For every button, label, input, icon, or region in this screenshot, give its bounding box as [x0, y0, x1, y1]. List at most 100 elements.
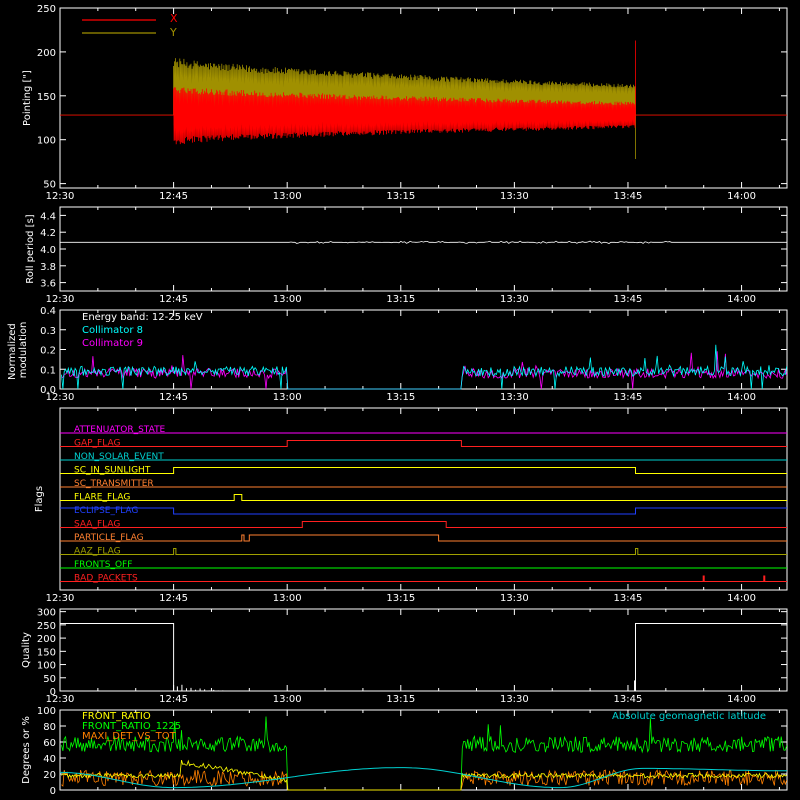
legend-label-front-ratio-1225: FRONT_RATIO_1225 [82, 721, 181, 732]
flag-line [60, 440, 787, 447]
roll-period-series [60, 240, 787, 244]
x-tick-label: 13:45 [614, 694, 643, 705]
x-tick-label: 13:00 [273, 294, 302, 305]
flag-line [60, 548, 787, 555]
modulation-ylabel: Normalized modulation [7, 320, 29, 380]
legend-label-maxi-det: MAXI_DET_VS_TOT [82, 731, 177, 742]
quality-y-ticks: 0 50 100 150 200 250 300 [37, 608, 787, 698]
modulation-ylabel-line1: Normalized [7, 323, 18, 380]
flag-label: GAP_FLAG [74, 439, 120, 449]
x-tick-label: 13:45 [614, 593, 643, 604]
x-tick-label: 14:00 [727, 191, 756, 202]
y-tick-label: 3.8 [40, 262, 56, 273]
flag-label: PARTICLE_FLAG [74, 533, 144, 543]
y-tick-label: 0.1 [40, 365, 56, 376]
ratios-x-ticks [59, 710, 780, 790]
flag-line [60, 521, 787, 528]
y-tick-label: 50 [43, 180, 56, 191]
x-tick-label: 13:15 [386, 392, 415, 403]
x-tick-label: 12:45 [159, 392, 188, 403]
flag-label: AAZ_FLAG [74, 547, 121, 557]
y-tick-label: 60 [43, 738, 56, 749]
x-tick-label: 13:45 [614, 191, 643, 202]
flag-line [60, 534, 787, 542]
flag-label: ECLIPSE_FLAG [74, 506, 138, 516]
x-tick-label: 14:00 [727, 392, 756, 403]
quality-line [60, 623, 787, 692]
x-tick-label: 12:45 [159, 694, 188, 705]
modulation-annotation: Energy band: 12-25 keV [82, 312, 203, 323]
x-tick-label: 13:30 [500, 392, 529, 403]
quality-ylabel: Quality [21, 632, 32, 668]
flag-label: BAD_PACKETS [74, 574, 138, 584]
ratios-y-ticks: 0 20 40 60 80 100 [37, 706, 787, 797]
pointing-x-ticks: 12:30 12:45 13:00 13:15 13:30 13:45 14:00 [46, 8, 780, 202]
x-tick-label: 13:00 [273, 392, 302, 403]
x-tick-label: 12:30 [46, 294, 75, 305]
legend-label-x: X [170, 12, 178, 25]
x-tick-label: 13:45 [614, 294, 643, 305]
pointing-panel: 50 100 150 200 250 12:30 12:45 13:00 13:15 13:30… [22, 4, 788, 202]
y-tick-label: 80 [43, 722, 56, 733]
pointing-series [60, 40, 787, 159]
legend-label-y: Y [169, 26, 177, 39]
x-tick-label: 14:00 [727, 294, 756, 305]
flags-ylabel: Flags [34, 486, 45, 512]
y-tick-label: 200 [37, 634, 56, 645]
modulation-series [61, 344, 788, 390]
x-tick-label: 12:30 [46, 694, 75, 705]
x-tick-label: 13:30 [500, 294, 529, 305]
modulation-y-ticks: 0.0 0.1 0.2 0.3 0.4 [40, 306, 787, 396]
y-tick-label: 0 [50, 687, 56, 698]
y-tick-label: 100 [37, 661, 56, 672]
y-tick-label: 150 [37, 92, 56, 103]
roll-period-ylabel: Roll period [s] [25, 214, 36, 283]
flag-line [60, 507, 787, 515]
pointing-ylabel: Pointing ["] [22, 70, 33, 126]
ratio-series-geomagnetic-latitude [60, 767, 787, 789]
y-tick-label: 4.2 [40, 228, 56, 239]
flag-label: FRONTS_OFF [74, 560, 132, 570]
x-tick-label: 14:00 [727, 593, 756, 604]
roll-period-x-ticks: 12:30 12:45 13:00 13:15 13:30 13:45 14:00 [46, 207, 780, 305]
x-tick-label: 13:45 [614, 392, 643, 403]
pointing-axes-frame [59, 7, 788, 189]
y-tick-label: 0.2 [40, 346, 56, 357]
y-tick-label: 20 [43, 770, 56, 781]
y-tick-label: 250 [37, 621, 56, 632]
modulation-ylabel-line2: modulation [18, 322, 29, 379]
ratios-panel: 0 20 40 60 80 100 Degrees or % FRONT_RATIO FR… [21, 706, 788, 797]
y-tick-label: 50 [43, 674, 56, 685]
legend-label-front-ratio: FRONT_RATIO [82, 711, 151, 722]
y-tick-label: 0 [50, 786, 56, 797]
flag-label: ATTENUATOR_STATE [74, 425, 166, 435]
x-tick-label: 14:00 [727, 694, 756, 705]
x-tick-label: 12:30 [46, 191, 75, 202]
roll-period-panel: 3.6 3.8 4.0 4.2 4.4 12:30 12:45 13:00 13:15 13:3… [25, 206, 788, 305]
flag-label: NON_SOLAR_EVENT [74, 452, 164, 462]
x-tick-label: 12:30 [46, 593, 75, 604]
modulation-series-0 [61, 344, 788, 390]
x-tick-label: 13:30 [500, 593, 529, 604]
legend-label-geomagnetic-latitude: Absolute geomagnetic latitude [612, 711, 766, 722]
flag-line [60, 494, 787, 501]
x-tick-label: 13:15 [386, 593, 415, 604]
x-tick-label: 12:45 [159, 191, 188, 202]
x-tick-label: 13:00 [273, 191, 302, 202]
y-tick-label: 150 [37, 647, 56, 658]
ratio-series-front-ratio [61, 759, 787, 791]
y-tick-label: 200 [37, 48, 56, 59]
x-tick-label: 13:00 [273, 593, 302, 604]
flags-series: ATTENUATOR_STATE GAP_FLAG NON_SOLAR_EVENT S… [60, 425, 787, 584]
x-tick-label: 13:15 [386, 191, 415, 202]
x-tick-label: 13:30 [500, 694, 529, 705]
y-tick-label: 40 [43, 754, 56, 765]
x-tick-label: 13:15 [386, 294, 415, 305]
legend-label-collimator-9: Collimator 9 [82, 338, 143, 349]
y-tick-label: 4.0 [40, 245, 56, 256]
ratios-ylabel: Degrees or % [21, 716, 32, 784]
flags-axes-frame [59, 407, 788, 591]
ratios-series [60, 716, 788, 791]
